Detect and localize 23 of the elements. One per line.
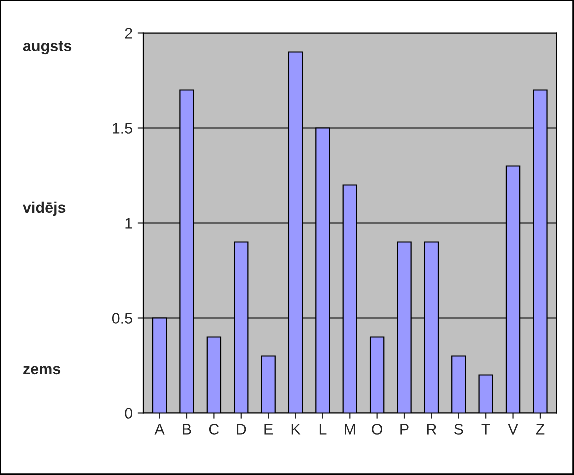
text: zems xyxy=(24,366,61,375)
y-tick-label: 1.5 xyxy=(113,123,132,134)
x-tick-label: B xyxy=(183,424,192,435)
y-tick-label: 0 xyxy=(125,408,132,419)
text: augsts xyxy=(23,41,72,55)
x-tick-label: P xyxy=(400,424,409,435)
x-tick-label: K xyxy=(292,424,301,435)
x-tick-label: Z xyxy=(536,424,545,435)
x-tick-label: T xyxy=(482,424,490,435)
x-tick-label: O xyxy=(372,424,383,435)
x-tick-label: R xyxy=(427,424,437,435)
y-tick-label: 1 xyxy=(126,218,132,229)
x-tick-label: D xyxy=(237,424,246,435)
x-tick-label: E xyxy=(264,424,274,435)
x-tick-label: C xyxy=(209,424,220,435)
x-tick-label: V xyxy=(508,424,518,435)
y-tick-label: 2 xyxy=(125,28,132,39)
x-tick-label: L xyxy=(320,424,327,435)
y-tick-label: 0.5 xyxy=(112,313,132,324)
text: vidējs xyxy=(23,202,66,216)
x-tick-label: S xyxy=(454,424,464,435)
x-tick-label: M xyxy=(345,424,356,435)
x-tick-label: A xyxy=(154,424,165,435)
